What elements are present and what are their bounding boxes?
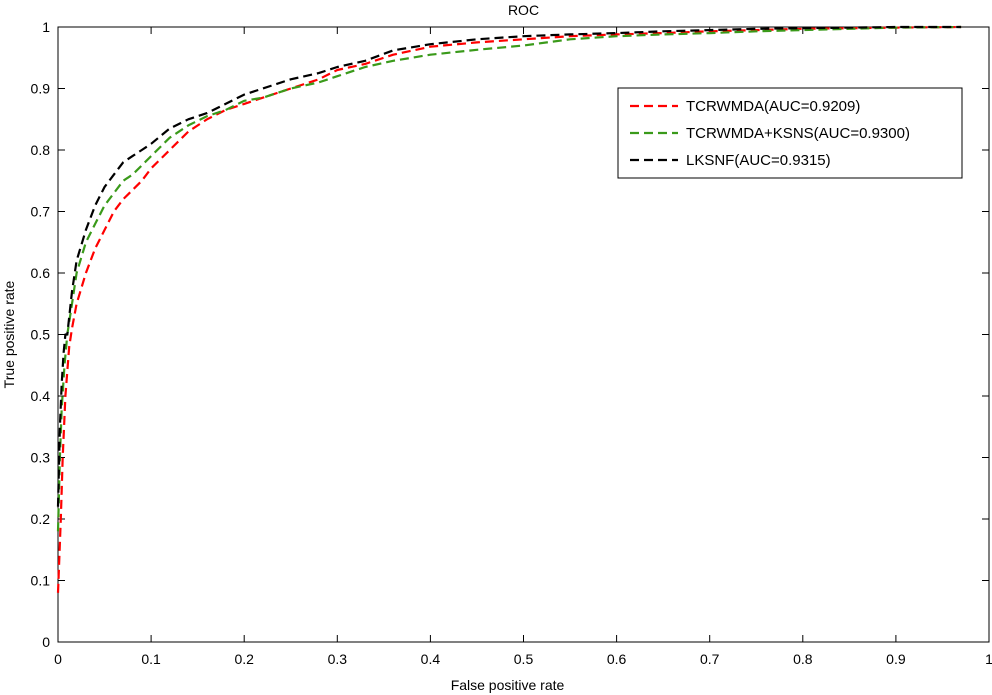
y-tick-label: 0.9 [31, 81, 51, 97]
y-tick-label: 0.6 [31, 265, 51, 281]
x-tick-label: 0.6 [607, 651, 627, 667]
x-tick-label: 0.2 [234, 651, 254, 667]
legend-entry-label: LKSNF(AUC=0.9315) [686, 152, 831, 169]
series-line-3 [56, 25, 962, 507]
chart-title: ROC [508, 2, 539, 18]
x-tick-label: 0.1 [141, 651, 161, 667]
x-tick-label: 0.7 [700, 651, 720, 667]
y-tick-label: 1 [42, 19, 50, 35]
y-tick-label: 0.2 [31, 511, 51, 527]
series-line-2 [56, 25, 962, 532]
series-line-1 [56, 25, 962, 593]
y-tick-label: 0.4 [31, 388, 51, 404]
y-tick-label: 0.3 [31, 450, 51, 466]
x-tick-label: 0 [54, 651, 62, 667]
y-tick-label: 0.5 [31, 327, 51, 343]
x-axis-label: False positive rate [451, 677, 565, 693]
y-tick-label: 0.7 [31, 204, 51, 220]
legend: TCRWMDA(AUC=0.9209) TCRWMDA+KSNS(AUC=0.93… [617, 87, 963, 179]
y-tick-label: 0.1 [31, 573, 51, 589]
x-tick-label: 1 [985, 651, 992, 667]
x-tick-label: 0.4 [421, 651, 441, 667]
y-tick-label: 0 [42, 634, 50, 650]
y-tick-label: 0.8 [31, 142, 51, 158]
legend-entry-label: TCRWMDA+KSNS(AUC=0.9300) [686, 125, 910, 142]
y-axis-label: True positive rate [1, 280, 17, 388]
legend-entry-label: TCRWMDA(AUC=0.9209) [686, 98, 860, 115]
x-tick-label: 0.3 [328, 651, 348, 667]
x-tick-label: 0.8 [793, 651, 813, 667]
x-tick-label: 0.5 [514, 651, 534, 667]
x-tick-label: 0.9 [886, 651, 906, 667]
axis-ticks: 0 0.1 0.2 0.3 0.4 0.5 0.6 0.7 0.8 0.9 1 0 0.1 0.2 0.3 0… [31, 19, 992, 667]
series-lines [56, 25, 962, 593]
